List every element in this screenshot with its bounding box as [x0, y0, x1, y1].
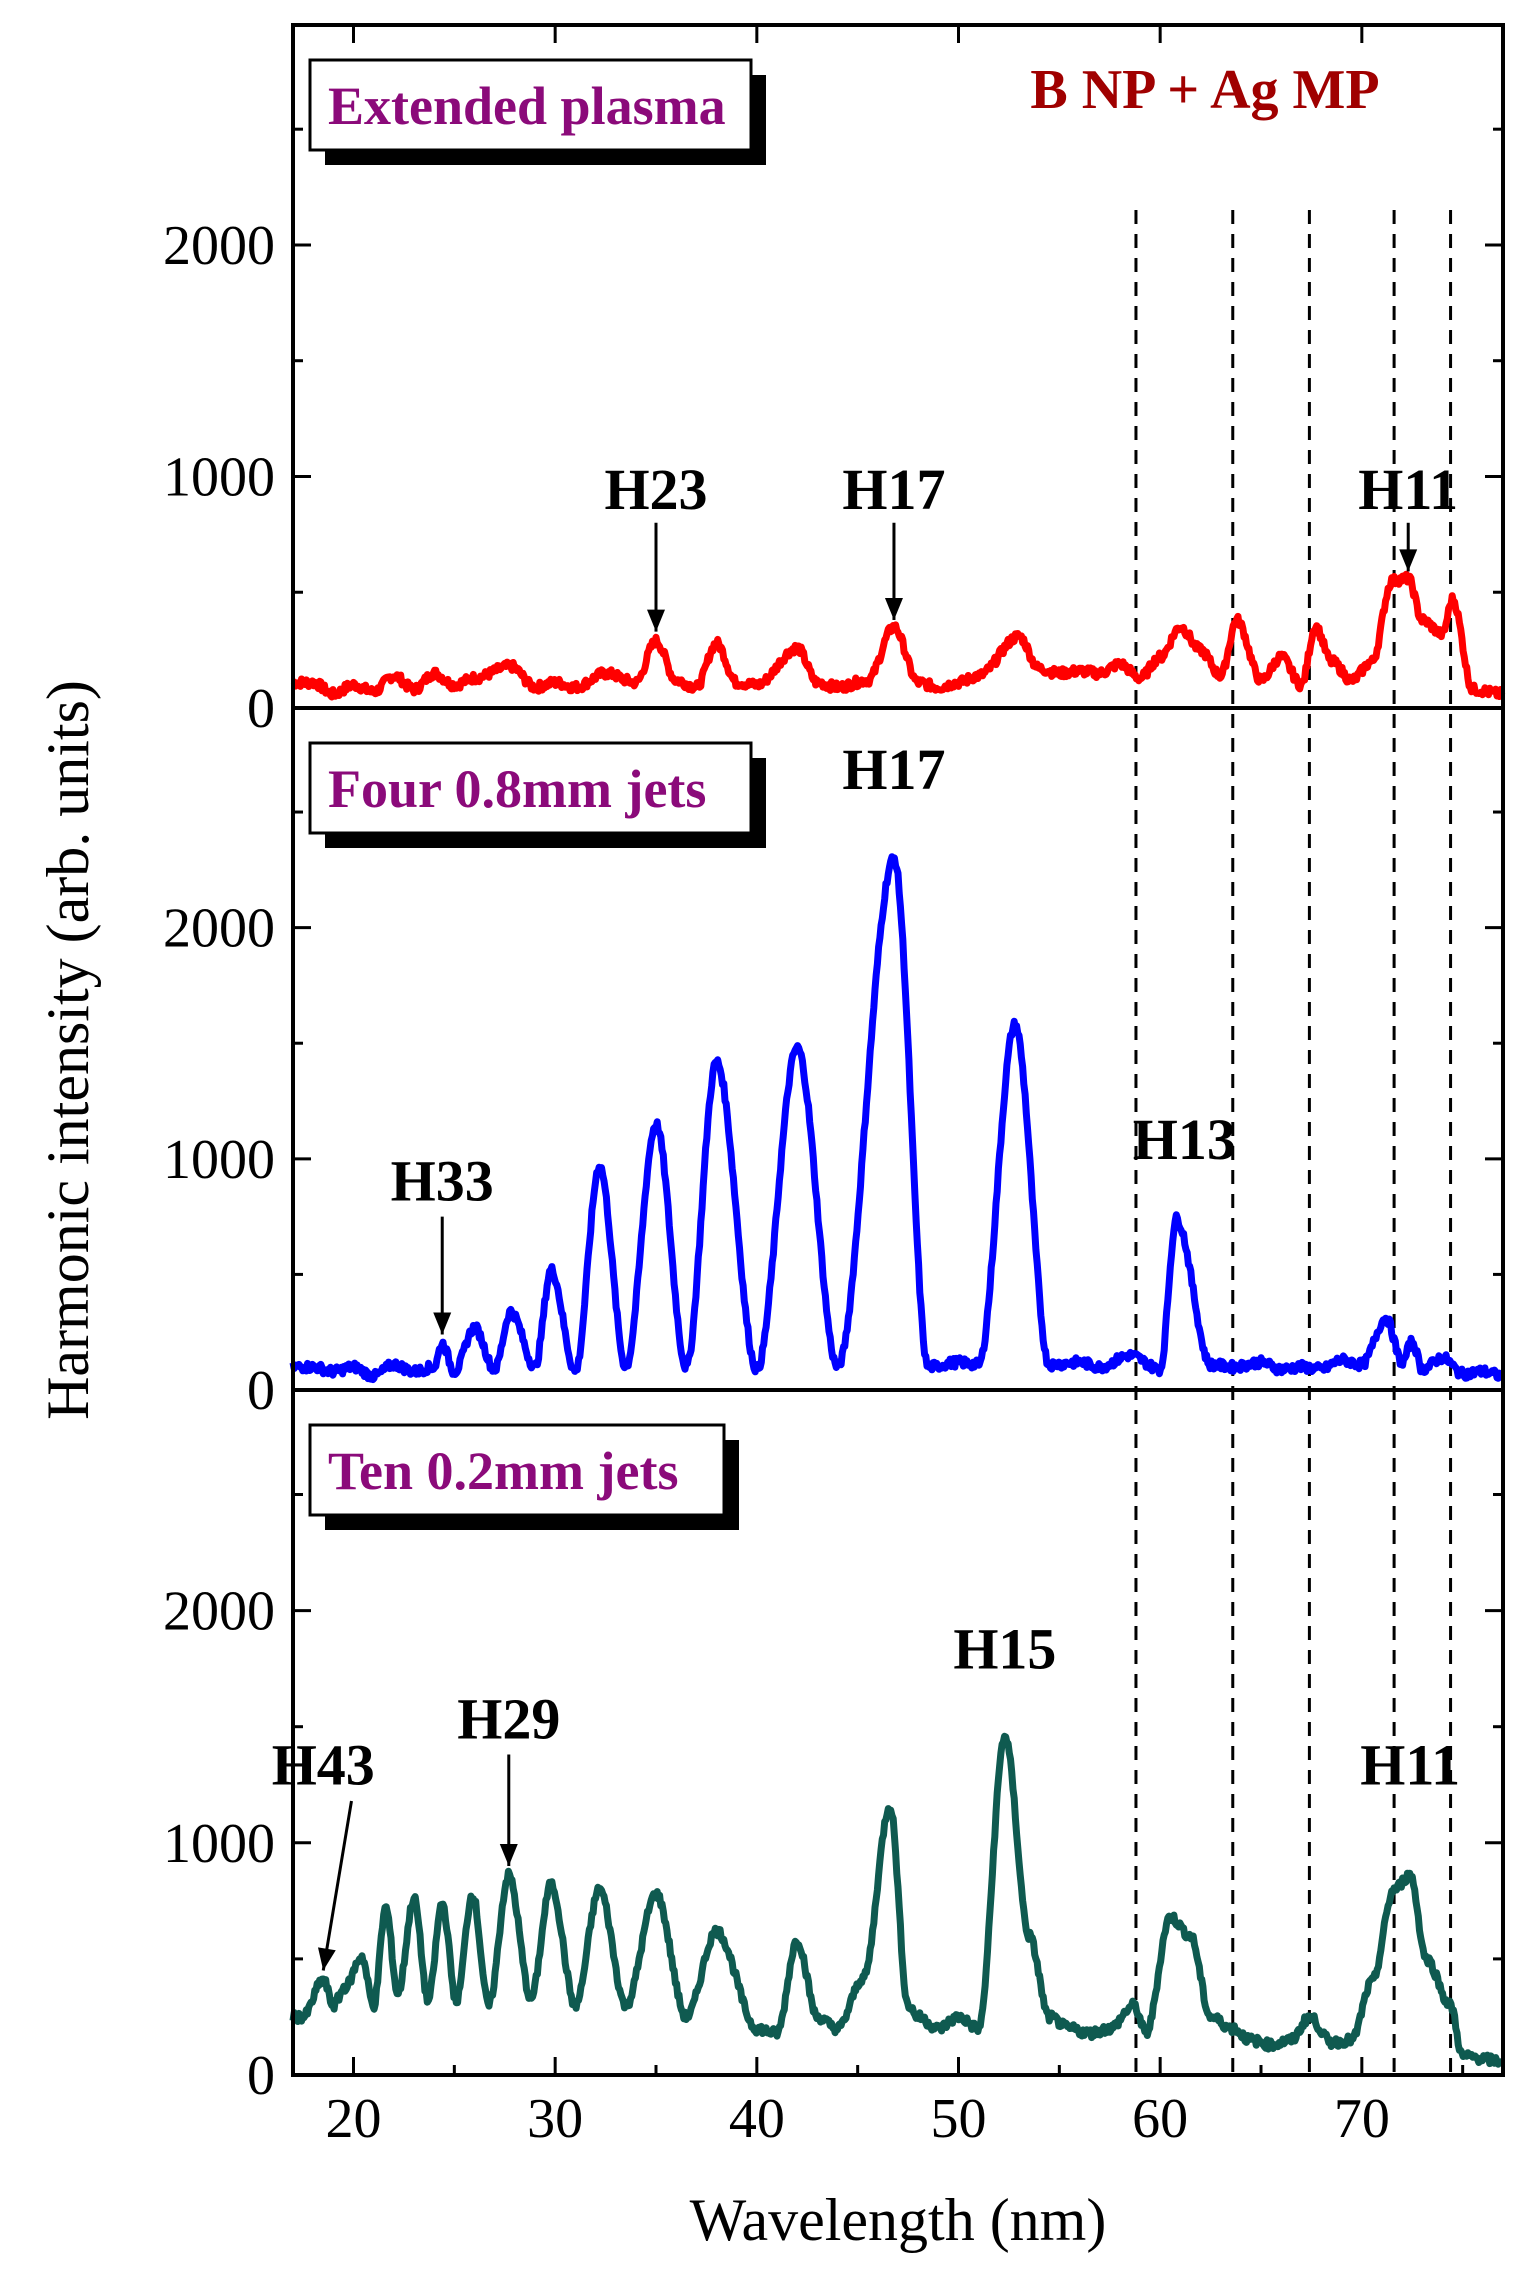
x-tick-label: 50: [931, 2088, 987, 2150]
y-tick-label: 0: [247, 1360, 275, 1422]
plot-border: [291, 23, 1505, 2077]
y-tick-label: 2000: [163, 215, 275, 277]
panel-1: 0 1000 2000 H33 H17 H13 Four 0.8mm jets: [163, 737, 1505, 1422]
harmonic-label: H15: [953, 1617, 1056, 1682]
x-axis-title: Wavelength (nm): [690, 2187, 1107, 2253]
spectrum-line-1: [289, 853, 1505, 1384]
x-tick-label: 40: [729, 2088, 785, 2150]
y-tick-label: 2000: [163, 1581, 275, 1643]
plot-frame: [291, 23, 1505, 2077]
annotation-arrow-1: [884, 522, 903, 621]
harmonic-label: H23: [604, 457, 707, 522]
chart-title: B NP + Ag MP: [1030, 59, 1379, 121]
panel-label: Four 0.8mm jets: [328, 759, 706, 819]
harmonic-label: H17: [842, 737, 945, 802]
y-tick-label: 2000: [163, 898, 275, 960]
y-tick-label: 0: [247, 2045, 275, 2107]
panel-label-box: [308, 58, 753, 152]
annotation-arrow-4: [317, 1800, 353, 1971]
x-tick-label: 30: [527, 2088, 583, 2150]
x-tick-label: 60: [1132, 2088, 1188, 2150]
y-tick-label: 0: [247, 678, 275, 740]
annotation-arrow-3: [433, 1216, 452, 1335]
harmonic-label: H33: [391, 1148, 494, 1213]
x-axis: 20 30 40 50 60 70: [326, 25, 1465, 2150]
panel-label: Ten 0.2mm jets: [328, 1441, 678, 1501]
y-tick-label: 1000: [163, 1813, 275, 1875]
panel-0: 0 1000 2000 H23 H17 H11 Extended plasma: [163, 58, 1506, 740]
y-axis-title: Harmonic intensity (arb. units): [35, 680, 101, 1420]
annotation-arrow-2: [1399, 522, 1418, 572]
panel-label-box: [308, 741, 753, 835]
harmonic-label: H43: [272, 1733, 375, 1798]
spectrum-line-0: [290, 570, 1506, 701]
panel-label-box: [308, 1423, 726, 1517]
panel-label: Extended plasma: [328, 76, 726, 136]
panels-group: 0 1000 2000 H23 H17 H11 Extended plasma 0 1000 20…: [163, 58, 1506, 2107]
panel-2: 0 1000 2000 H43 H29 H15 H11 Ten 0.2mm jets: [163, 1423, 1505, 2107]
annotation-arrow-0: [647, 522, 665, 632]
y-tick-label: 1000: [163, 446, 275, 508]
x-tick-label: 20: [326, 2088, 382, 2150]
harmonic-label: H29: [457, 1686, 560, 1751]
harmonic-label: H11: [1358, 457, 1458, 522]
spectrum-line-2: [289, 1732, 1505, 2068]
annotation-arrow-5: [499, 1754, 518, 1867]
harmonic-label: H17: [842, 457, 945, 522]
y-tick-label: 1000: [163, 1129, 275, 1191]
harmonic-label: H11: [1360, 1733, 1460, 1798]
x-tick-label: 70: [1334, 2088, 1390, 2150]
harmonic-label: H13: [1133, 1107, 1236, 1172]
